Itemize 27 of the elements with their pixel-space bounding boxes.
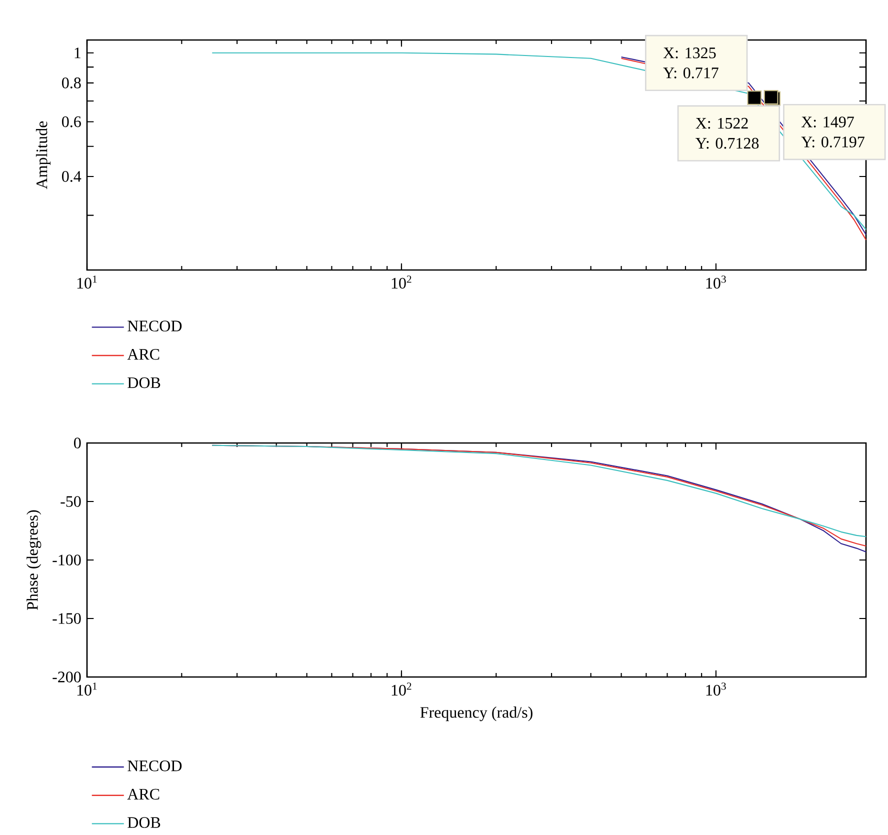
y-axis-title: Amplitude (36, 121, 50, 190)
y-tick-label: 1 (74, 48, 80, 58)
annotation: X: 1325 Y: 0.717 (663, 48, 718, 78)
legend-label: NECOD (128, 760, 182, 772)
x-tick-label: 10$^{2}$ (392, 276, 412, 289)
y-tick-label: 0 (74, 438, 81, 448)
y-tick-label: -200 (52, 672, 81, 682)
y-tick-label: -150 (52, 613, 81, 624)
y-tick-label: 0.8 (62, 78, 81, 88)
x-tick-label: 10$^{1}$ (77, 276, 97, 289)
x-axis-title: Frequency (rad/s) (420, 706, 532, 722)
legend-label: DOB (128, 817, 160, 828)
legend-label: ARC (127, 788, 160, 800)
legend-label: ARC (127, 349, 160, 360)
y-tick-label: 0.6 (62, 116, 81, 128)
y-axis-title: Phase (degrees) (26, 510, 42, 610)
x-tick-label: 10$^{3}$ (706, 276, 726, 289)
y-tick-label: 0.4 (62, 171, 82, 182)
legend-label: NECOD (128, 320, 182, 332)
legend-label: DOB (128, 377, 160, 388)
x-tick-label: 10$^{1}$ (77, 682, 97, 696)
annotation: X: 1497 Y: 0.7197 (801, 116, 864, 148)
x-tick-label: 10$^{3}$ (706, 682, 726, 696)
y-tick-label: -50 (60, 496, 81, 507)
y-tick-label: -100 (52, 554, 81, 566)
annotation: X: 1522 Y: 0.7128 (696, 118, 759, 149)
x-tick-label: 10$^{2}$ (392, 682, 412, 696)
